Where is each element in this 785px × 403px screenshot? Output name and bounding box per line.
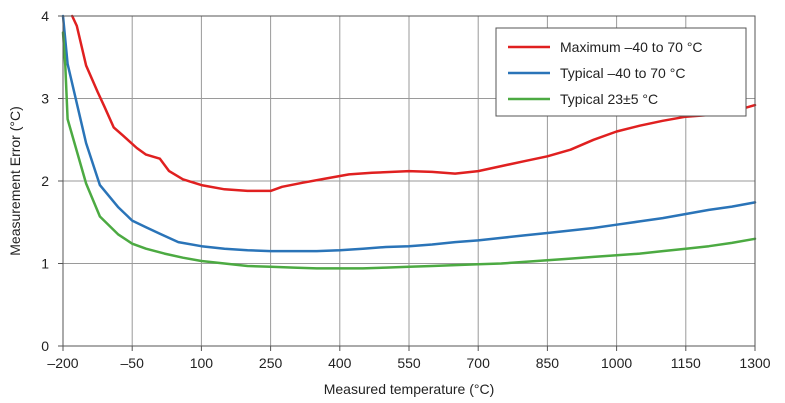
legend-label-typical-23: Typical 23±5 °C <box>560 91 658 107</box>
x-tick-label: –200 <box>47 355 78 371</box>
y-tick-label: 1 <box>41 256 49 272</box>
y-tick-label: 0 <box>41 338 49 354</box>
x-axis-title: Measured temperature (°C) <box>324 381 495 397</box>
series-line-1 <box>61 14 757 253</box>
y-tick-label: 4 <box>41 8 49 24</box>
series-lines <box>61 14 757 270</box>
x-tick-label: 850 <box>536 355 560 371</box>
y-tick-label: 3 <box>41 91 49 107</box>
x-tick-label: –50 <box>121 355 145 371</box>
y-axis-ticks: 0 1 2 3 4 <box>41 8 63 354</box>
x-tick-label: 400 <box>328 355 352 371</box>
x-tick-label: 700 <box>467 355 491 371</box>
x-tick-label: 550 <box>397 355 421 371</box>
x-tick-label: 1000 <box>601 355 632 371</box>
y-tick-label: 2 <box>41 173 49 189</box>
x-axis-ticks: –200 –50 100 250 400 550 700 850 1000 1150 1300 <box>47 346 771 371</box>
legend: Maximum –40 to 70 °C Typical –40 to 70 °… <box>495 27 747 117</box>
y-axis-title: Measurement Error (°C) <box>7 106 23 256</box>
x-tick-label: 1150 <box>671 355 701 371</box>
series-line-2 <box>61 31 757 270</box>
x-tick-label: 1300 <box>739 355 770 371</box>
x-tick-label: 250 <box>259 355 283 371</box>
legend-label-maximum: Maximum –40 to 70 °C <box>560 39 703 55</box>
x-tick-label: 100 <box>190 355 214 371</box>
series-line-0 <box>70 14 757 193</box>
legend-label-typical: Typical –40 to 70 °C <box>560 65 685 81</box>
